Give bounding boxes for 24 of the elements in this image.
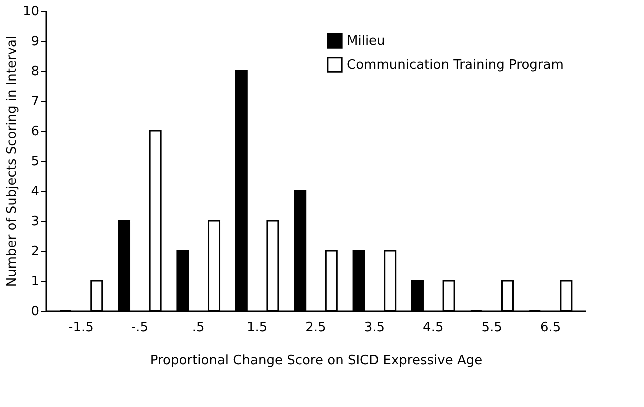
x-tick-label: 2.5 — [306, 320, 326, 336]
y-tick-label: 4 — [31, 184, 40, 200]
x-tick-label: .5 — [192, 320, 205, 336]
y-tick-label: 10 — [22, 4, 40, 20]
y-tick-label: 9 — [31, 34, 40, 50]
y-tick-label: 1 — [31, 274, 40, 290]
x-tick-label: 6.5 — [540, 320, 562, 336]
legend-label: Milieu — [347, 34, 386, 49]
y-tick-label: 0 — [31, 304, 40, 320]
x-tick-label: -1.5 — [68, 320, 94, 336]
x-tick-label: 1.5 — [246, 320, 268, 336]
x-axis-title: Proportional Change Score on SICD Expressive Age — [150, 354, 483, 368]
y-tick-label: 8 — [31, 64, 40, 80]
x-tick-label: 4.5 — [423, 320, 444, 336]
x-tick-label: 5.5 — [482, 320, 502, 336]
y-axis-title: Number of Subjects Scoring in Interval — [4, 36, 20, 288]
y-tick-label: 2 — [31, 244, 40, 260]
y-tick-label: 6 — [31, 124, 40, 140]
y-tick-label: 3 — [31, 214, 40, 230]
x-tick-label: 3.5 — [364, 320, 386, 336]
y-tick-label: 7 — [31, 94, 40, 110]
x-tick-label: -.5 — [131, 320, 148, 336]
legend-label: Communication Training Program — [347, 58, 564, 73]
y-tick-label: 5 — [31, 154, 40, 170]
